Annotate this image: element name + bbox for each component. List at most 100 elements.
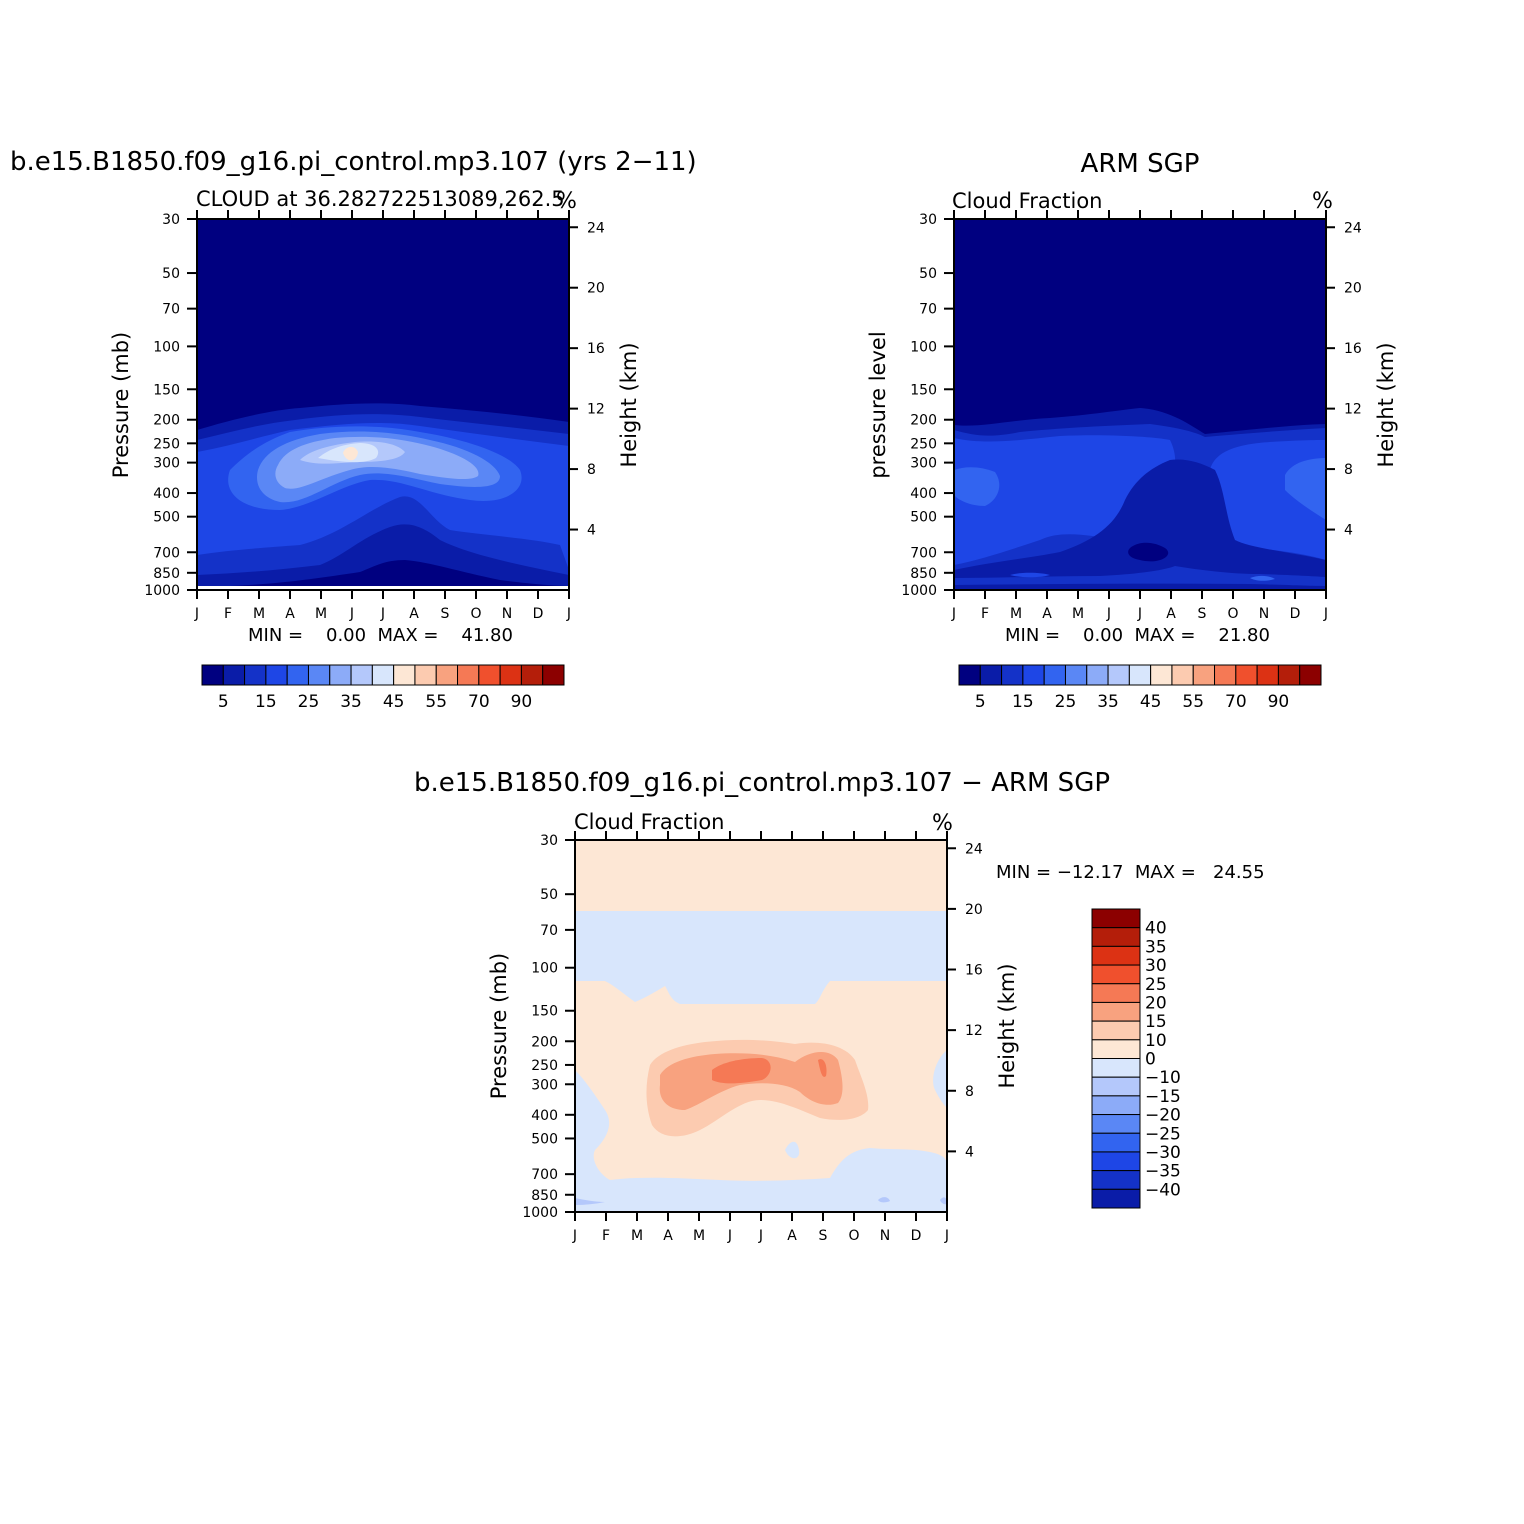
y-tick-label: 400 — [153, 486, 180, 502]
colorbar-label: 35 — [340, 692, 362, 712]
y-tick-label: 200 — [531, 1034, 558, 1050]
y-right-tick-label: 20 — [1344, 281, 1362, 297]
x-tick-label: J — [349, 606, 354, 622]
colorbar-swatch — [1091, 945, 1141, 966]
colorbar-swatch — [499, 664, 522, 686]
y-tick-label: 150 — [910, 382, 937, 398]
y-tick-label: 1000 — [144, 583, 180, 599]
y-tick-label: 50 — [162, 266, 180, 282]
colorbar-label: 35 — [1145, 937, 1167, 957]
panel-obs: ARM SGP Cloud Fraction % 30 50 70 100 150 200… — [866, 149, 1398, 712]
y-tick-label: 50 — [919, 266, 937, 282]
y-tick-label: 250 — [910, 436, 937, 452]
y-right-tick-label: 4 — [587, 523, 596, 539]
y-tick-label: 1000 — [522, 1205, 558, 1221]
panel-model-field — [197, 219, 569, 590]
colorbar-label: −10 — [1145, 1068, 1181, 1088]
colorbar-swatch — [1128, 664, 1152, 686]
panel-model-ylabel: Pressure (mb) — [109, 332, 133, 479]
y-tick-label: 30 — [919, 212, 937, 228]
colorbar-swatch — [1235, 664, 1258, 686]
y-tick-label: 300 — [531, 1077, 558, 1093]
colorbar-swatch — [1107, 664, 1130, 686]
x-tick-label: F — [602, 1228, 610, 1244]
colorbar-label: 15 — [1012, 692, 1034, 712]
y-tick-label: 300 — [153, 456, 180, 472]
colorbar-swatch — [286, 664, 309, 686]
colorbar-swatch — [1086, 664, 1109, 686]
colorbar-swatch — [244, 664, 267, 686]
panel-obs-field — [954, 219, 1326, 590]
colorbar-swatch — [1256, 664, 1279, 686]
y-right-tick-label: 12 — [587, 402, 605, 418]
colorbar-swatch — [1091, 983, 1141, 1003]
colorbar-swatch — [1091, 1170, 1141, 1190]
colorbar-swatch — [435, 664, 459, 686]
panel-diff-ylabel-right: Height (km) — [995, 963, 1019, 1088]
y-tick-label: 400 — [910, 486, 937, 502]
colorbar-swatch — [1091, 1076, 1141, 1097]
colorbar-swatch — [1277, 664, 1301, 686]
x-tick-label: A — [285, 606, 295, 622]
colorbar-swatch — [1150, 664, 1173, 686]
x-tick-label: J — [1137, 606, 1142, 622]
colorbar-swatch — [1091, 1001, 1141, 1022]
colorbar-swatch — [265, 664, 288, 686]
colorbar-swatch — [1091, 908, 1141, 929]
colorbar-swatch — [1299, 664, 1322, 686]
y-tick-label: 150 — [153, 382, 180, 398]
y-right-tick-label: 12 — [1344, 402, 1362, 418]
colorbar-swatch — [1091, 1188, 1141, 1209]
y-right-tick-label: 4 — [1344, 523, 1353, 539]
y-right-tick-label: 8 — [965, 1084, 974, 1100]
y-tick-label: 250 — [531, 1058, 558, 1074]
colorbar-swatch — [1091, 1114, 1141, 1134]
x-tick-label: S — [441, 606, 450, 622]
colorbar-swatch — [1091, 1039, 1141, 1059]
y-right-tick-label: 8 — [1344, 462, 1353, 478]
colorbar-swatch — [1091, 1132, 1141, 1153]
panel-diff-ylabel: Pressure (mb) — [487, 953, 511, 1100]
y-right-tick-label: 20 — [587, 281, 605, 297]
y-tick-label: 850 — [910, 566, 937, 582]
x-tick-label: D — [533, 606, 544, 622]
x-tick-label: J — [951, 606, 956, 622]
colorbar-swatch — [201, 664, 224, 686]
panel-model-subtitle: CLOUD at 36.282722513089,262.5 — [196, 187, 565, 211]
y-tick-label: 300 — [910, 456, 937, 472]
colorbar-label: 45 — [1140, 692, 1162, 712]
y-tick-label: 400 — [531, 1108, 558, 1124]
panel-diff-units: % — [932, 811, 953, 836]
panel-diff: b.e15.B1850.f09_g16.pi_control.mp3.107 −… — [414, 768, 1265, 1244]
panel-model-title: b.e15.B1850.f09_g16.pi_control.mp3.107 (… — [10, 147, 697, 177]
colorbar-swatch — [414, 664, 437, 686]
colorbar-swatch — [393, 664, 416, 686]
colorbar-label: 55 — [1182, 692, 1204, 712]
colorbar-swatch — [1091, 1020, 1141, 1041]
panel-diff-title: b.e15.B1850.f09_g16.pi_control.mp3.107 −… — [414, 768, 1110, 798]
panel-model-minmax: MIN = 0.00 MAX = 41.80 — [248, 625, 513, 646]
colorbar-label: 30 — [1145, 956, 1167, 976]
y-right-tick-label: 16 — [587, 341, 605, 357]
x-tick-label: A — [787, 1228, 797, 1244]
x-tick-label: J — [727, 1228, 732, 1244]
colorbar-label: −15 — [1145, 1087, 1181, 1107]
y-tick-label: 500 — [153, 510, 180, 526]
colorbar-label: 35 — [1097, 692, 1119, 712]
colorbar-label: 25 — [298, 692, 320, 712]
y-tick-label: 850 — [153, 566, 180, 582]
colorbar-label: 15 — [1145, 1012, 1167, 1032]
y-tick-label: 100 — [910, 339, 937, 355]
colorbar-label: 25 — [1055, 692, 1077, 712]
y-tick-label: 30 — [162, 212, 180, 228]
y-tick-label: 70 — [919, 302, 937, 318]
x-tick-label: N — [502, 606, 512, 622]
panel-obs-title: ARM SGP — [1081, 149, 1200, 179]
colorbar-swatch — [457, 664, 480, 686]
x-tick-label: D — [911, 1228, 922, 1244]
y-tick-label: 50 — [540, 887, 558, 903]
colorbar-swatch — [1091, 927, 1141, 947]
panel-model: b.e15.B1850.f09_g16.pi_control.mp3.107 (… — [10, 147, 697, 712]
